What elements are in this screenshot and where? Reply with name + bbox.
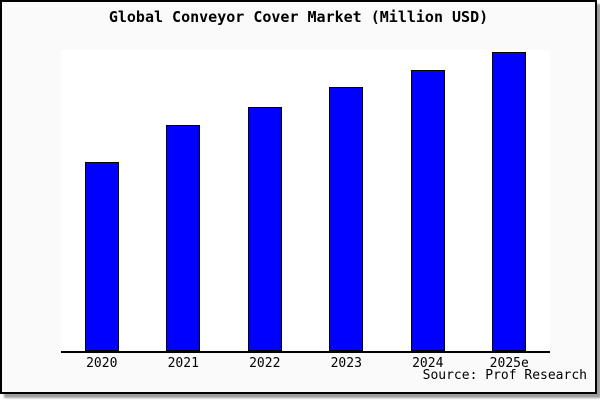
x-tick-label-2024: 2024: [412, 356, 444, 371]
source-note: Source: Prof Research: [422, 368, 587, 383]
bars-row: [61, 50, 550, 351]
x-tick-label-2020: 2020: [86, 356, 118, 371]
bar-slot-2022: [224, 50, 306, 351]
bar-2020: [84, 162, 119, 351]
bar-2024: [410, 69, 445, 351]
bar-slot-2023: [306, 50, 388, 351]
bar-slot-2025e: [469, 50, 551, 351]
x-tick-label-2021: 2021: [167, 356, 199, 371]
bar-2021: [166, 124, 201, 351]
bar-2023: [329, 87, 364, 351]
bar-slot-2020: [61, 50, 143, 351]
bar-slot-2021: [143, 50, 225, 351]
plot-area: [61, 50, 550, 353]
bar-2022: [247, 106, 282, 351]
x-tick-label-2022: 2022: [249, 356, 281, 371]
chart-title: Global Conveyor Cover Market (Million US…: [108, 8, 489, 26]
bar-2025e: [492, 51, 527, 351]
x-axis-labels: 2020 2021 2022 2023 2024 2025e: [61, 356, 550, 371]
x-tick-label-2025e: 2025e: [489, 356, 529, 371]
bar-slot-2024: [387, 50, 469, 351]
x-tick-label-2023: 2023: [330, 356, 362, 371]
